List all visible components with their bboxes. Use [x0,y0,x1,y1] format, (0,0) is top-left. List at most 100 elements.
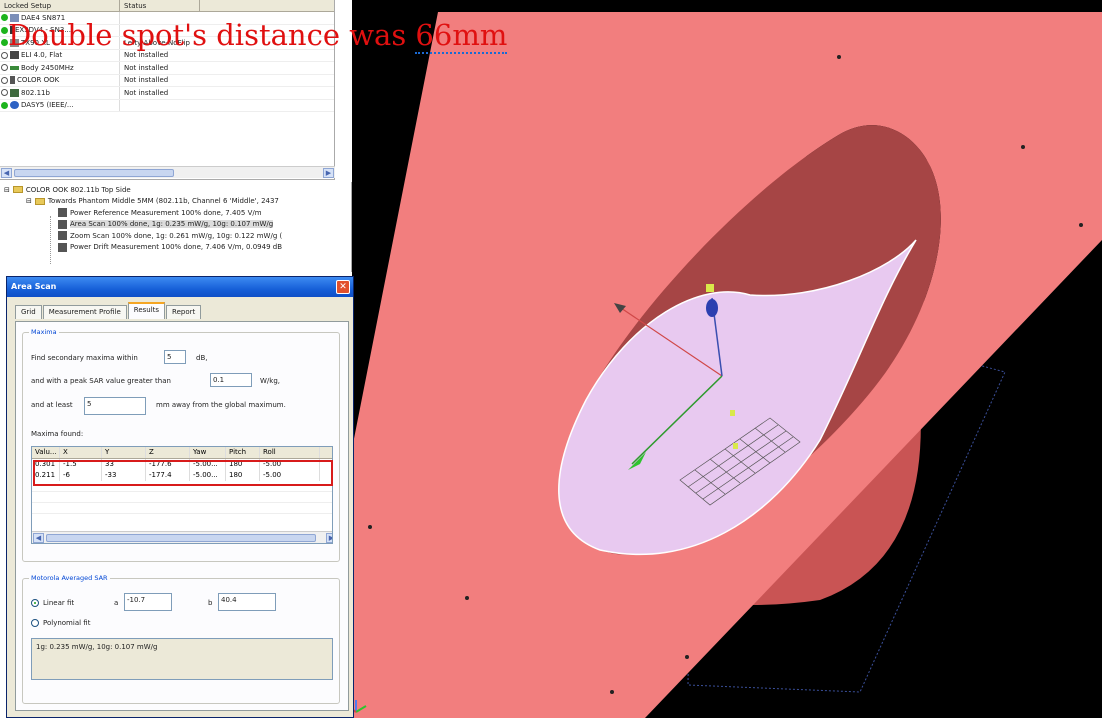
dialog-titlebar[interactable]: Area Scan ✕ [7,277,353,297]
table-row-empty [32,503,332,514]
status-empty-icon [1,76,8,84]
tab-grid[interactable]: Grid [15,305,42,319]
headline-text: Double spot's distance was [8,18,416,52]
cell: -177.6 [146,459,190,470]
setup-name: Body 2450MHz [21,63,74,72]
tab-measurement-profile[interactable]: Measurement Profile [42,305,127,319]
tree-item[interactable]: Area Scan 100% done, 1g: 0.235 mW/g, 10g… [0,219,351,231]
phantom-shell [338,12,1102,718]
scrollbar-thumb[interactable] [46,534,316,542]
table-row[interactable]: 0.211 -6 -33 -177.4 -5.00... 180 -5.00 [32,470,332,481]
tree-root[interactable]: ⊟ COLOR OOK 802.11b Top Side [0,184,351,196]
setup-row[interactable]: Body 2450MHz Not installed [0,62,334,75]
linear-fit-radio[interactable] [31,599,39,607]
scrollbar-thumb[interactable] [14,169,174,177]
column-header[interactable]: Valu... [32,447,60,458]
job-icon [58,219,67,229]
tree-connector [50,216,51,264]
group-label: Maxima [29,328,59,336]
setup-row[interactable]: ELI 4.0, Flat Not installed [0,49,334,62]
within-label: Find secondary maxima within [31,354,138,362]
area-scan-grid [679,417,801,506]
measurement-tree: ⊟ COLOR OOK 802.11b Top Side ⊟ Towards Pha… [0,182,352,272]
tree-item[interactable]: Zoom Scan 100% done, 1g: 0.261 mW/g, 10g… [0,230,351,242]
cell: -6 [60,470,102,481]
cell: 0.301 [32,459,60,470]
table-row[interactable]: 0.301 -1.5 33 -177.6 -5.00... 180 -5.00 [32,459,332,470]
column-header[interactable]: Pitch [226,447,260,458]
table-row-empty [32,481,332,492]
setup-row[interactable]: EX3DV4 - SN3... [0,24,334,37]
cell: -5.00 [260,470,320,481]
setup-name: EX3DV4 - SN3... [15,26,71,35]
motorola-group: Motorola Averaged SAR [22,574,340,704]
setup-name: DAE4 SN871 [21,13,66,22]
job-icon [58,242,67,252]
tab-bar: Grid Measurement Profile Results Report [15,302,202,319]
setup-name: 802.11b [21,88,50,97]
cell: -5.00... [190,470,226,481]
setup-row[interactable]: COLOR OOK Not installed [0,74,334,87]
within-db-input[interactable]: 5 [164,350,186,364]
setup-row[interactable]: TX90 XL Lefty-Above-NoFlip [0,37,334,50]
tree-child[interactable]: ⊟ Towards Phantom Middle 5MM (802.11b, Ch… [0,196,351,208]
scroll-left-icon[interactable]: ◀ [1,168,12,178]
setup-row[interactable]: DAE4 SN871 [0,12,334,25]
tab-report[interactable]: Report [166,305,202,319]
setup-status: Not installed [124,51,169,60]
sar-result-box: 1g: 0.235 mW/g, 10g: 0.107 mW/g [31,638,333,680]
db-unit: dB, [196,354,208,362]
cell: -33 [102,470,146,481]
column-header[interactable]: Yaw [190,447,226,458]
tree-item[interactable]: Power Drift Measurement 100% done, 7.406… [0,242,351,254]
device-icon [10,76,15,85]
column-header[interactable]: Locked Setup [0,0,120,11]
annotation-headline: Double spot's distance was 66mm [8,18,508,54]
maxima-horizontal-scrollbar[interactable]: ◀ ▶ [32,531,332,543]
scroll-right-icon[interactable]: ▶ [326,533,332,543]
status-empty-icon [1,89,8,97]
job-icon [58,231,67,241]
wkg-unit: W/kg, [260,377,281,385]
cell: 180 [226,470,260,481]
column-header[interactable]: X [60,447,102,458]
cell: 180 [226,459,260,470]
liquid-icon [10,65,19,70]
setup-row[interactable]: DASY5 (IEEE/... [0,99,334,112]
polynomial-fit-radio[interactable] [31,619,39,627]
tree-item-label: Zoom Scan 100% done, 1g: 0.261 mW/g, 10g… [70,231,283,240]
min-distance-input[interactable]: 5 [84,397,146,415]
a-coefficient-input[interactable]: -10.7 [124,593,172,611]
expand-icon[interactable]: ⊟ [4,185,10,194]
close-icon[interactable]: ✕ [336,280,350,294]
column-header[interactable]: Z [146,447,190,458]
column-header[interactable]: Status [120,0,200,11]
b-coefficient-input[interactable]: 40.4 [218,593,276,611]
setup-name: TX90 XL [21,38,50,47]
peak-sar-input[interactable]: 0.1 [210,373,252,387]
setup-row[interactable]: 802.11b Not installed [0,87,334,100]
b-label: b [208,599,213,607]
tree-root-label: COLOR OOK 802.11b Top Side [25,185,131,194]
linear-fit-label: Linear fit [43,599,75,607]
distance-label: and at least [31,401,73,409]
scroll-right-icon[interactable]: ▶ [323,168,334,178]
table-row-empty [32,492,332,503]
robot-icon [10,38,19,47]
tree-item-label: Area Scan 100% done, 1g: 0.235 mW/g, 10g… [70,220,274,229]
cell: -1.5 [60,459,102,470]
tab-results[interactable]: Results [127,302,166,319]
polynomial-fit-label: Polynomial fit [43,619,91,627]
tree-child-label: Towards Phantom Middle 5MM (802.11b, Cha… [47,197,279,206]
dialog-title: Area Scan [11,282,57,291]
left-panel: Locked Setup Status DAE4 SN871 EX3DV4 - … [0,0,354,718]
column-header[interactable]: Roll [260,447,320,458]
setup-horizontal-scrollbar[interactable]: ◀ ▶ [0,166,335,178]
expand-icon[interactable]: ⊟ [26,197,32,206]
highlight-box [33,460,333,486]
results-panel: Maxima Find secondary maxima within 5 dB… [15,321,349,711]
tree-item[interactable]: Power Reference Measurement 100% done, 7… [0,207,351,219]
column-header[interactable]: Y [102,447,146,458]
scroll-left-icon[interactable]: ◀ [33,533,44,543]
area-scan-dialog: Area Scan ✕ Grid Measurement Profile Res… [6,276,354,718]
